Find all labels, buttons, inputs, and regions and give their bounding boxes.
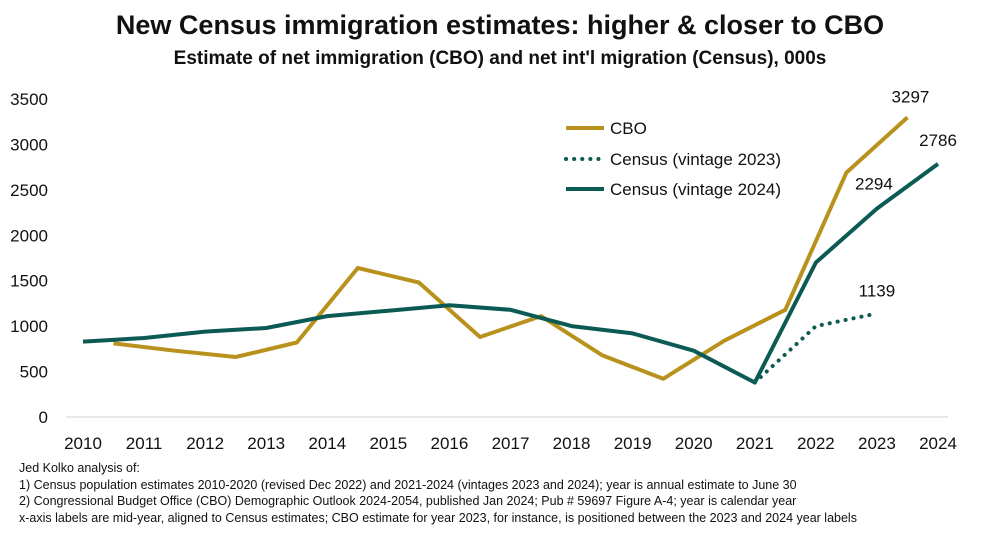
data-point-cbo-1	[173, 349, 177, 353]
chart-title: New Census immigration estimates: higher…	[115, 10, 885, 40]
data-point-cbo-0	[112, 341, 116, 345]
data-labels: 3297 2786 2294 1139	[855, 87, 957, 300]
data-point-cbo-5	[417, 281, 421, 285]
y-tick-label-500: 500	[20, 363, 48, 382]
x-axis-tick-labels: 2010 2011 2012 2013 2014 2015 2016 2017 2018 2019…	[64, 434, 957, 453]
x-tick-label-2024: 2024	[919, 434, 957, 453]
x-tick-label-2017: 2017	[492, 434, 530, 453]
note-line-2: 1) Census population estimates 2010-2020…	[19, 477, 797, 492]
y-tick-label-2500: 2500	[10, 181, 48, 200]
x-tick-label-2019: 2019	[614, 434, 652, 453]
data-point-cbo-13	[905, 115, 909, 119]
x-tick-label-2010: 2010	[64, 434, 102, 453]
data-point-census-vintage-2024-11	[753, 380, 757, 384]
data-point-census-vintage-2023-1	[814, 324, 818, 328]
legend-label-cbo: CBO	[610, 119, 647, 138]
data-point-cbo-8	[600, 353, 604, 357]
data-point-census-vintage-2024-0	[81, 340, 85, 344]
y-axis-tick-labels: 0 500 1000 1500 2000 2500 3000 3500	[10, 90, 48, 427]
x-tick-label-2016: 2016	[431, 434, 469, 453]
data-point-census-vintage-2024-10	[692, 349, 696, 353]
note-line-3: 2) Congressional Budget Office (CBO) Dem…	[19, 494, 797, 508]
note-line-4: x-axis labels are mid-year, aligned to C…	[19, 510, 857, 525]
x-tick-label-2021: 2021	[736, 434, 774, 453]
data-point-census-vintage-2024-14	[936, 162, 940, 166]
data-label-2786: 2786	[919, 131, 957, 150]
x-tick-label-2014: 2014	[308, 434, 346, 453]
y-tick-label-3000: 3000	[10, 135, 48, 154]
data-point-census-vintage-2024-8	[570, 324, 574, 328]
data-label-3297: 3297	[892, 87, 930, 106]
x-tick-label-2012: 2012	[186, 434, 224, 453]
series-lines	[81, 115, 940, 385]
x-tick-label-2015: 2015	[369, 434, 407, 453]
data-point-cbo-2	[234, 355, 238, 359]
x-tick-label-2018: 2018	[553, 434, 591, 453]
data-label-1139: 1139	[859, 282, 896, 301]
source-notes: Jed Kolko analysis of: 1) Census populat…	[19, 460, 857, 526]
data-point-census-vintage-2024-4	[325, 314, 329, 318]
data-point-census-vintage-2024-13	[875, 207, 879, 211]
note-line-1: Jed Kolko analysis of:	[19, 461, 140, 475]
data-point-cbo-9	[661, 377, 665, 381]
x-tick-label-2013: 2013	[247, 434, 285, 453]
series-line-census-vintage-2024	[82, 162, 940, 385]
y-tick-label-0: 0	[39, 408, 48, 427]
data-point-census-vintage-2024-3	[264, 326, 268, 330]
legend-label-census-vintage-2023: Census (vintage 2023)	[610, 150, 781, 169]
y-tick-label-2000: 2000	[10, 226, 48, 245]
x-tick-label-2023: 2023	[858, 434, 896, 453]
x-tick-label-2020: 2020	[675, 434, 713, 453]
legend: CBO Census (vintage 2023) Census (vintage …	[564, 119, 781, 199]
y-tick-label-3500: 3500	[10, 90, 48, 109]
y-tick-label-1500: 1500	[10, 272, 48, 291]
data-point-census-vintage-2024-5	[386, 309, 390, 313]
x-tick-label-2011: 2011	[126, 434, 163, 453]
data-point-cbo-10	[722, 339, 726, 343]
data-point-census-vintage-2024-2	[203, 330, 207, 334]
x-tick-label-2022: 2022	[797, 434, 835, 453]
data-point-cbo-11	[783, 308, 787, 312]
data-label-2294: 2294	[855, 175, 893, 194]
data-point-census-vintage-2024-12	[814, 261, 818, 265]
data-point-cbo-3	[295, 340, 299, 344]
data-point-census-vintage-2024-6	[447, 303, 451, 307]
data-point-census-vintage-2024-1	[142, 336, 146, 340]
data-point-cbo-4	[356, 266, 360, 270]
chart-subtitle: Estimate of net immigration (CBO) and ne…	[173, 48, 827, 69]
y-tick-label-1000: 1000	[10, 317, 48, 336]
data-point-cbo-12	[844, 171, 848, 175]
legend-label-census-vintage-2024: Census (vintage 2024)	[610, 180, 781, 199]
data-point-census-vintage-2024-9	[631, 331, 635, 335]
data-point-census-vintage-2024-7	[509, 308, 513, 312]
data-point-census-vintage-2023-2	[875, 312, 879, 316]
series-line-cbo	[113, 115, 909, 381]
data-point-cbo-6	[478, 335, 482, 339]
